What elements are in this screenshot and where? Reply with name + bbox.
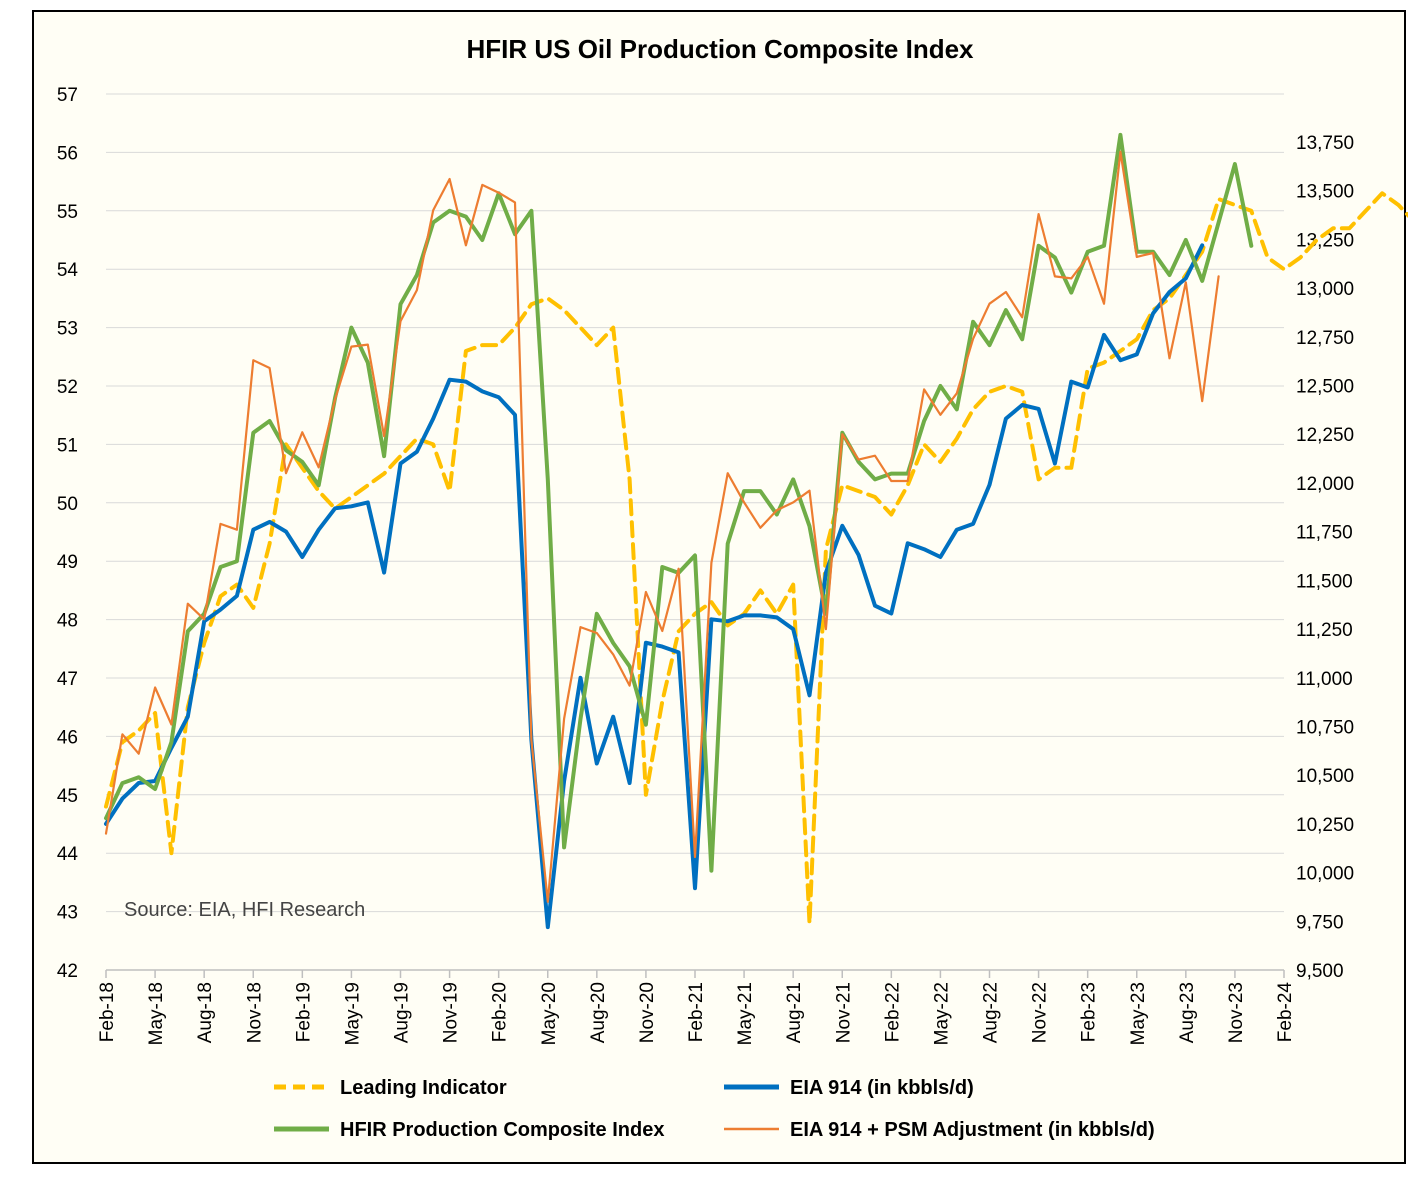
x-tick-label: Nov-21	[833, 982, 854, 1043]
y-right-tick-label: 13,500	[1296, 182, 1354, 203]
series-lines	[104, 132, 1408, 930]
x-tick-label: May-19	[342, 982, 363, 1045]
x-tick-label: Feb-24	[1275, 982, 1296, 1043]
y-left-tick-label: 54	[57, 260, 79, 281]
x-tick-label: May-21	[735, 982, 756, 1045]
x-tick-label: Nov-20	[637, 982, 658, 1043]
y-left-tick-label: 47	[57, 669, 78, 690]
y-left-tick-label: 55	[57, 202, 78, 223]
y-right-tick-label: 11,750	[1296, 523, 1353, 544]
chart-svg: HFIR US Oil Production Composite Index 4…	[57, 34, 1408, 1141]
legend-label: EIA 914 + PSM Adjustment (in kbbls/d)	[790, 1119, 1155, 1141]
x-tick-label: Aug-18	[195, 982, 216, 1043]
legend: Leading Indicator EIA 914 (in kbbls/d) HFI…	[274, 1077, 1155, 1141]
x-tick-label: Feb-21	[686, 982, 707, 1042]
y-right-tick-label: 13,750	[1296, 133, 1354, 154]
x-tick-label: Nov-23	[1226, 982, 1247, 1043]
y-left-tick-label: 43	[57, 903, 78, 924]
x-tick-label: May-23	[1128, 982, 1149, 1045]
y-right-tick-label: 11,500	[1296, 571, 1353, 592]
y-right-tick-label: 10,000	[1296, 864, 1354, 885]
y-right-tick-label: 9,500	[1296, 961, 1344, 982]
y-right-tick-label: 12,500	[1296, 377, 1354, 398]
y-left-tick-label: 50	[57, 494, 78, 515]
y-left-tick-label: 53	[57, 319, 78, 340]
x-tick-label: Nov-18	[244, 982, 265, 1043]
y-right-tick-label: 10,500	[1296, 766, 1354, 787]
x-tick-label: May-20	[539, 982, 560, 1045]
x-tick-label: May-18	[146, 982, 167, 1045]
y-left-tick-label: 52	[57, 377, 78, 398]
y-left-tick-label: 51	[57, 435, 78, 456]
x-tick-label: Nov-22	[1030, 982, 1051, 1043]
axes: 42 43 44 45 46 47 48 49 50 51 52 53 54 55 56 57 9,500 9,7…	[57, 85, 1354, 1045]
y-left-tick-label: 56	[57, 143, 78, 164]
y-left-tick-label: 48	[57, 611, 78, 632]
x-tick-label: Feb-20	[490, 982, 511, 1042]
x-tick-label: Nov-19	[441, 982, 462, 1043]
y-right-tick-label: 9,750	[1296, 912, 1344, 933]
source-note: Source: EIA, HFI Research	[124, 899, 365, 921]
y-right-tick-label: 10,250	[1296, 815, 1354, 836]
x-tick-label: Aug-20	[588, 982, 609, 1043]
legend-label: HFIR Production Composite Index	[340, 1119, 664, 1141]
x-tick-label: Aug-19	[392, 982, 413, 1043]
x-tick-label: Feb-23	[1079, 982, 1100, 1042]
y-left-tick-label: 44	[57, 844, 79, 865]
y-left-tick-label: 46	[57, 727, 78, 748]
legend-label: Leading Indicator	[340, 1077, 507, 1099]
x-tick-label: Feb-19	[293, 982, 314, 1042]
x-tick-label: Aug-21	[784, 982, 805, 1043]
y-right-tick-label: 12,750	[1296, 328, 1354, 349]
y-right-tick-label: 12,000	[1296, 474, 1354, 495]
x-tick-label: Feb-18	[97, 982, 118, 1042]
y-left-tick-label: 57	[57, 85, 78, 106]
y-right-tick-label: 10,750	[1296, 717, 1354, 738]
legend-label: EIA 914 (in kbbls/d)	[790, 1077, 974, 1099]
x-tick-label: Aug-23	[1177, 982, 1198, 1043]
y-left-tick-label: 49	[57, 552, 78, 573]
y-right-tick-label: 11,000	[1296, 669, 1353, 690]
x-tick-label: Feb-22	[882, 982, 903, 1042]
series-line-0	[104, 191, 1408, 926]
y-right-tick-label: 11,250	[1296, 620, 1353, 641]
gridlines	[106, 93, 1284, 971]
y-left-tick-label: 42	[57, 961, 78, 982]
y-right-tick-label: 12,250	[1296, 425, 1354, 446]
series-line-1	[104, 243, 1205, 930]
series-line-3	[104, 150, 1220, 903]
x-tick-label: Aug-22	[981, 982, 1002, 1043]
y-right-tick-label: 13,000	[1296, 279, 1354, 300]
y-left-tick-label: 45	[57, 786, 78, 807]
x-tick-label: May-22	[931, 982, 952, 1045]
chart-frame: HFIR US Oil Production Composite Index 4…	[32, 10, 1408, 1164]
chart-title: HFIR US Oil Production Composite Index	[466, 34, 974, 64]
